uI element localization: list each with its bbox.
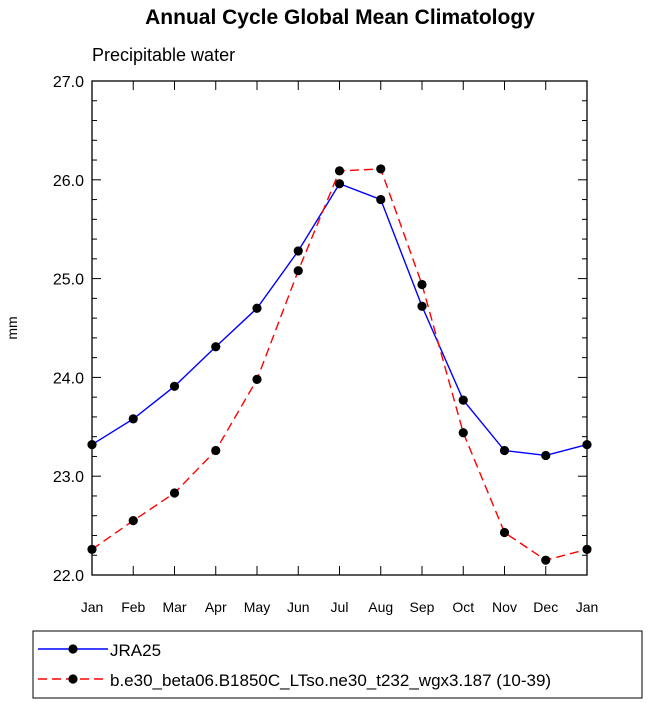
data-point bbox=[252, 303, 262, 313]
x-tick-label: Mar bbox=[162, 599, 186, 615]
data-point bbox=[211, 342, 221, 352]
y-tick-label: 24.0 bbox=[53, 370, 84, 387]
legend-marker bbox=[68, 644, 78, 654]
x-tick-label: Nov bbox=[492, 599, 517, 615]
y-tick-label: 22.0 bbox=[53, 568, 84, 585]
data-point bbox=[87, 439, 97, 450]
data-point bbox=[499, 445, 510, 456]
x-tick-label: Jul bbox=[331, 599, 349, 615]
x-tick-label: Feb bbox=[121, 599, 145, 615]
legend-box bbox=[32, 630, 643, 699]
x-tick-label: Jan bbox=[81, 599, 104, 615]
data-point bbox=[252, 374, 262, 384]
plot-area: 22.0 23.0 24.0 25.0 26.0 27.0 Jan Feb Mar Apr May J… bbox=[53, 74, 598, 615]
data-point bbox=[293, 246, 303, 256]
x-tick-label: Apr bbox=[205, 599, 227, 615]
legend-label: b.e30_beta06.B1850C_LTso.ne30_t232_wgx3.… bbox=[110, 671, 551, 690]
data-point bbox=[541, 555, 551, 565]
data-point bbox=[582, 439, 592, 450]
data-point bbox=[499, 527, 510, 538]
data-point bbox=[417, 279, 427, 290]
legend: JRA25 b.e30_beta06.B1850C_LTso.ne30_t232_… bbox=[32, 630, 643, 699]
x-tick-label: May bbox=[244, 599, 270, 615]
chart-title: Annual Cycle Global Mean Climatology bbox=[145, 6, 535, 29]
chart-subtitle: Precipitable water bbox=[92, 45, 235, 65]
y-tick-label: 27.0 bbox=[53, 74, 84, 91]
data-point bbox=[417, 301, 427, 311]
data-point bbox=[128, 516, 138, 526]
data-point bbox=[169, 488, 180, 498]
y-axis-label: mm bbox=[4, 316, 20, 339]
data-point bbox=[458, 428, 468, 438]
x-tick-label: Jan bbox=[576, 599, 599, 615]
data-point bbox=[541, 450, 551, 461]
data-point bbox=[293, 266, 303, 276]
data-point bbox=[334, 179, 345, 189]
x-tick-label: Oct bbox=[452, 599, 474, 615]
plot-frame bbox=[91, 80, 588, 576]
x-tick-label: Sep bbox=[410, 599, 435, 615]
data-point bbox=[169, 381, 180, 391]
data-point bbox=[128, 414, 138, 424]
y-tick-label: 25.0 bbox=[53, 272, 84, 289]
data-point bbox=[211, 445, 221, 456]
x-tick-label: Dec bbox=[533, 599, 558, 615]
y-tick-label: 23.0 bbox=[53, 469, 84, 486]
y-tick-label: 26.0 bbox=[53, 173, 84, 190]
legend-label: JRA25 bbox=[110, 641, 161, 660]
data-point bbox=[376, 164, 386, 174]
data-point bbox=[334, 166, 345, 176]
x-tick-label: Jun bbox=[287, 599, 310, 615]
series-line bbox=[91, 182, 588, 457]
data-point bbox=[376, 194, 386, 205]
data-point bbox=[87, 544, 97, 554]
legend-marker bbox=[68, 674, 78, 684]
x-tick-label: Aug bbox=[368, 599, 393, 615]
data-point bbox=[458, 395, 468, 405]
series-line bbox=[91, 168, 588, 561]
data-point bbox=[582, 544, 592, 554]
